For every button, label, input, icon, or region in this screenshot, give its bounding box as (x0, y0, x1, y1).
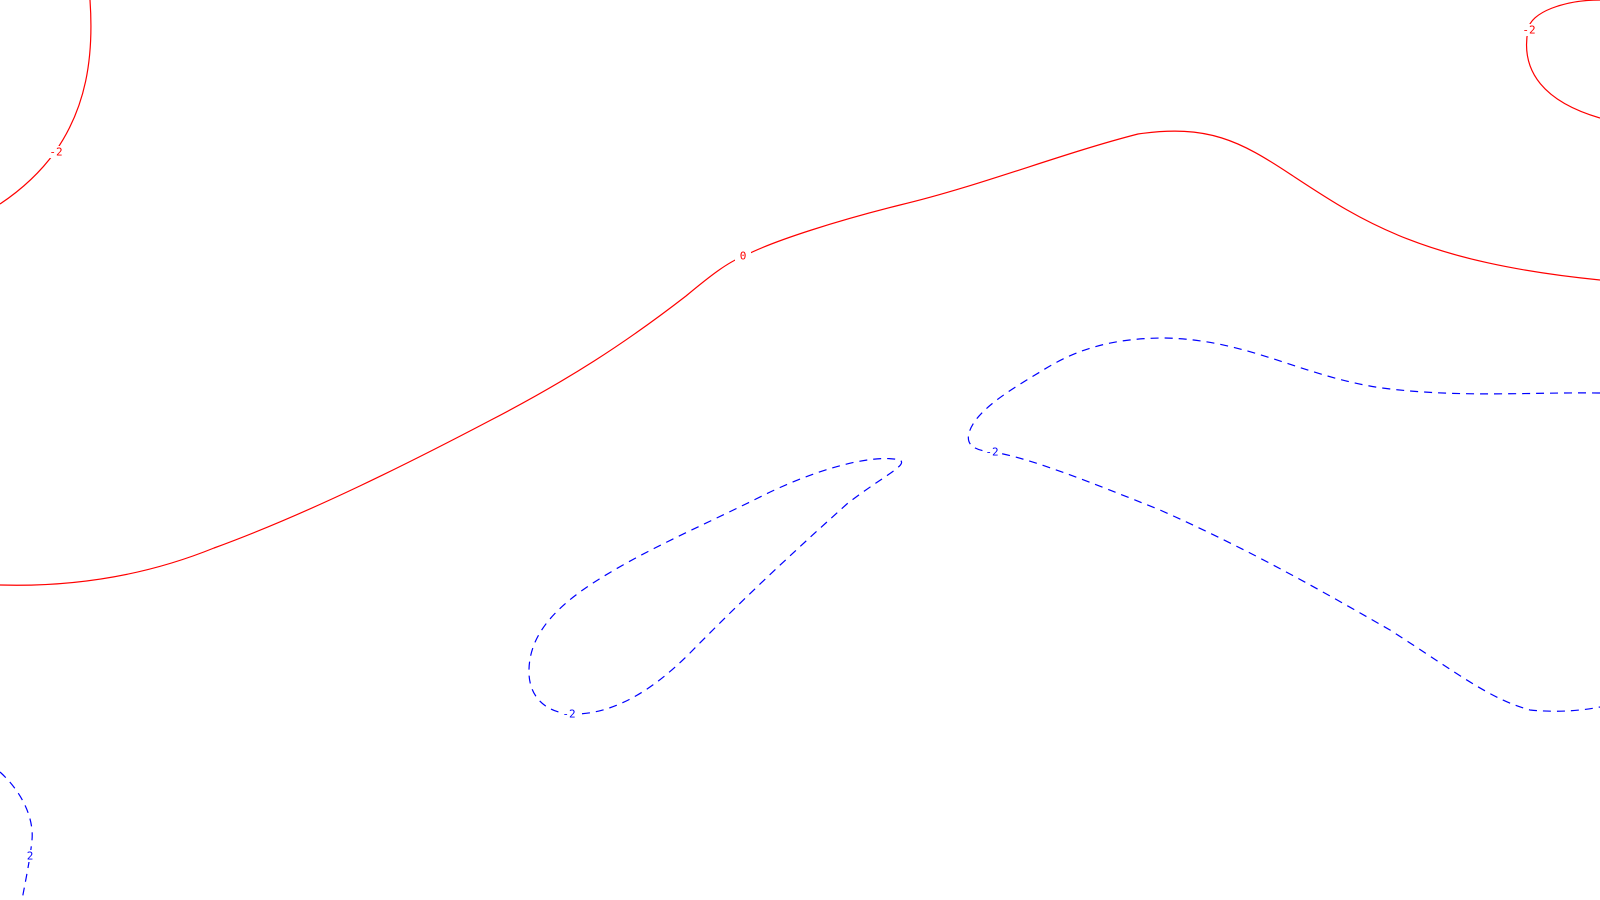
contour-label-bottom-left-two: 2 (27, 850, 34, 863)
contour-label-background-bottom-left-loop (561, 708, 577, 720)
contour-line-top-right-neg2 (1526, 0, 1600, 119)
contour-line-bottom-left-two (0, 771, 33, 900)
contour-label-background-top-left-neg2 (48, 146, 64, 158)
contour-label-background-top-right-neg2 (1521, 24, 1537, 36)
contour-label-right-band: -2 (985, 446, 998, 459)
contour-label-zero: 0 (740, 250, 747, 263)
contour-line-right-band (967, 337, 1600, 712)
contour-label-background-zero (735, 250, 751, 262)
contour-label-background-bottom-left-two (22, 850, 38, 862)
contour-line-bottom-left-loop (528, 457, 903, 715)
contour-line-zero (0, 130, 1600, 586)
contour-line-top-left-neg2 (0, 0, 92, 205)
contour-label-background-right-band (984, 446, 1000, 458)
contour-label-top-left-neg2: -2 (49, 146, 62, 159)
contour-label-bottom-left-loop: -2 (562, 708, 575, 721)
contour-label-top-right-neg2: -2 (1522, 24, 1535, 37)
